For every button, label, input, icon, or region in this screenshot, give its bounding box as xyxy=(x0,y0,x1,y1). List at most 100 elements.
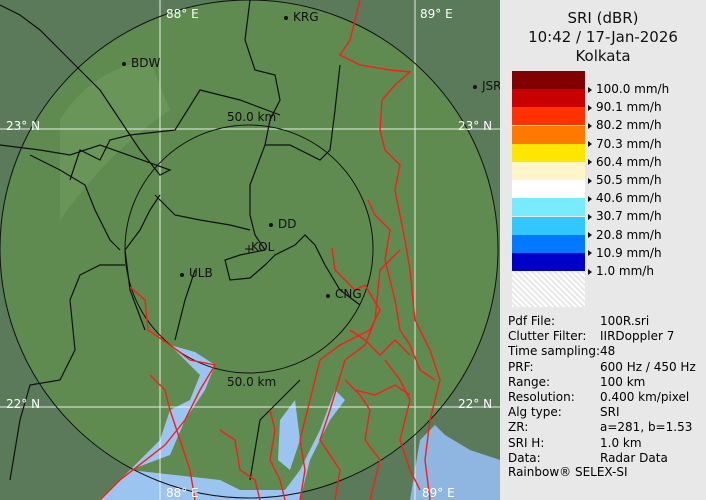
metadata-key: Clutter Filter: xyxy=(508,329,587,344)
lon-label-88: 88° E xyxy=(166,7,199,21)
district-boundaries xyxy=(0,0,361,481)
city-label-dd[interactable]: DD xyxy=(278,217,296,231)
metadata-value: Radar Data xyxy=(600,450,668,465)
legend-swatch xyxy=(512,180,585,199)
legend-tick-icon xyxy=(588,159,592,166)
metadata-value: 0.400 km/pixel xyxy=(600,390,690,404)
legend-label: 80.2 mm/h xyxy=(588,118,662,132)
metadata-value: 48 xyxy=(600,344,616,359)
legend-label: 30.7 mm/h xyxy=(588,209,662,223)
range-ring-inner xyxy=(124,124,374,374)
lat-label-23-left: 23° N xyxy=(6,119,40,133)
lat-lon-grid xyxy=(0,0,500,500)
metadata-value: 1.0 km xyxy=(600,435,642,450)
legend-label-text: 50.5 mm/h xyxy=(596,173,662,187)
legend-label-text: 40.6 mm/h xyxy=(596,191,662,206)
lon-label-89-bottom: 89° E xyxy=(422,486,455,500)
lat-label-22-left: 22° N xyxy=(6,397,40,411)
legend-swatch xyxy=(512,234,585,253)
city-marker xyxy=(326,294,330,298)
footer-brand: Rainbow® SELEX-SI xyxy=(508,465,628,479)
lon-label-88-bottom: 88° E xyxy=(166,486,199,500)
legend-tick-icon xyxy=(588,141,592,148)
legend-label: 10.9 mm/h xyxy=(588,246,662,260)
metadata-key: Resolution: xyxy=(508,390,575,404)
metadata-value: SRI xyxy=(600,405,620,420)
legend-tick-icon xyxy=(588,122,592,129)
city-label-cng[interactable]: CNG xyxy=(335,287,362,301)
lon-label-89: 89° E xyxy=(420,7,453,21)
legend-label: 20.8 mm/h xyxy=(588,228,662,242)
metadata-key: ZR: xyxy=(508,420,529,435)
metadata-row: Resolution: 0.400 km/pixel xyxy=(508,390,689,404)
legend-swatch xyxy=(512,162,585,180)
legend-label-text: 60.4 mm/h xyxy=(596,154,662,169)
legend-tick-icon xyxy=(588,213,592,220)
legend-tick-icon xyxy=(588,268,592,275)
city-label-bdw[interactable]: BDW xyxy=(131,56,160,70)
city-marker xyxy=(180,273,184,277)
metadata-key: SRI H: xyxy=(508,435,545,450)
metadata-value: a=281, b=1.53 xyxy=(600,420,693,435)
legend-label: 50.5 mm/h xyxy=(588,173,662,187)
range-ring-outer xyxy=(0,0,499,499)
city-label-kol[interactable]: KOL xyxy=(251,240,275,254)
legend-label-text: 70.3 mm/h xyxy=(596,136,662,151)
city-marker xyxy=(122,62,126,66)
legend-tick-icon xyxy=(588,177,592,184)
grid-labels: 88° E 89° E 23° N 23° N 22° N 22° N 88° … xyxy=(6,7,492,500)
city-label-jsr[interactable]: JSR xyxy=(481,79,500,93)
legend-tick-icon xyxy=(588,232,592,239)
product-title: SRI (dBR) xyxy=(567,9,639,27)
product-datetime: 10:42 / 17-Jan-2026 xyxy=(528,28,678,46)
legend-swatch xyxy=(512,143,585,162)
city-marker xyxy=(269,223,273,227)
legend-label-text: 20.8 mm/h xyxy=(596,227,662,242)
metadata-key: Data: xyxy=(508,450,541,465)
water-river xyxy=(278,400,300,470)
metadata-row: Alg type: SRI xyxy=(508,405,620,419)
legend-label: 70.3 mm/h xyxy=(588,137,662,151)
metadata-value: 100R.sri xyxy=(600,314,650,328)
metadata-row: PRF: 600 Hz / 450 Hz xyxy=(508,360,696,374)
metadata-key: Range: xyxy=(508,374,551,389)
legend-label-text: 10.9 mm/h xyxy=(596,245,662,260)
legend-tick-icon xyxy=(588,104,592,111)
metadata-row: ZR: a=281, b=1.53 xyxy=(508,420,692,435)
legend-label: 40.6 mm/h xyxy=(588,191,662,205)
metadata-row: Range: 100 km xyxy=(508,374,645,389)
legend-label: 100.0 mm/h xyxy=(588,82,669,96)
legend-label: 1.0 mm/h xyxy=(588,264,654,278)
radar-site-name: Kolkata xyxy=(575,47,631,65)
terrain-highlight xyxy=(60,60,170,220)
city-label-ulb[interactable]: ULB xyxy=(189,266,213,280)
lat-label-22-right: 22° N xyxy=(458,397,492,411)
city-label-krg[interactable]: KRG xyxy=(293,10,319,24)
city-marker xyxy=(284,16,288,20)
legend-swatch xyxy=(512,107,585,126)
radar-site-marker xyxy=(245,245,253,253)
legend-label-text: 100.0 mm/h xyxy=(596,82,670,96)
legend-label-text: 90.1 mm/h xyxy=(596,100,662,115)
no-data-swatch xyxy=(512,271,585,307)
radar-map[interactable]: 88° E 89° E 23° N 23° N 22° N 22° N 88° … xyxy=(0,0,500,500)
legend-swatch xyxy=(512,253,585,271)
metadata-row: Data: Radar Data xyxy=(508,450,668,465)
legend-swatch xyxy=(512,71,585,89)
metadata-key: Time sampling: xyxy=(508,344,601,359)
metadata-row: Pdf File: 100R.sri xyxy=(508,314,649,328)
legend-label-text: 30.7 mm/h xyxy=(596,209,662,224)
lat-label-23-right: 23° N xyxy=(458,119,492,133)
range-ring-label-top: 50.0 km xyxy=(227,110,276,124)
legend-swatch xyxy=(512,216,585,235)
metadata-key: Pdf File: xyxy=(508,314,556,328)
legend-tick-icon xyxy=(588,86,592,93)
metadata-value: 100 km xyxy=(600,374,646,389)
legend-swatch xyxy=(512,89,585,108)
metadata-row: Time sampling: 48 xyxy=(508,344,615,359)
legend-label-text: 1.0 mm/h xyxy=(596,264,654,278)
range-ring-label-bottom: 50.0 km xyxy=(227,375,276,389)
legend-tick-icon xyxy=(588,250,592,257)
rivers-coastline xyxy=(99,0,441,500)
metadata-value: IIRDoppler 7 xyxy=(600,329,675,344)
